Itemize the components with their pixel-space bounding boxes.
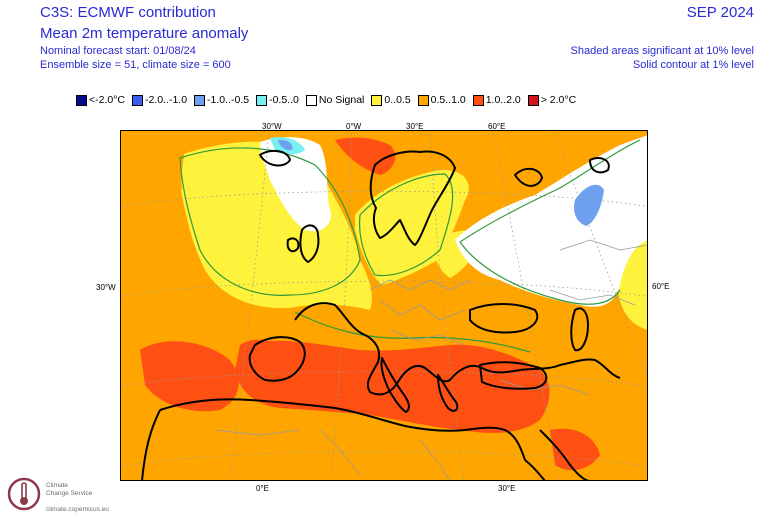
legend-swatch — [194, 94, 206, 106]
legend-swatch — [305, 94, 317, 106]
legend-label: -2.0..-1.0 — [145, 94, 188, 106]
coastlines — [141, 149, 621, 481]
logo-url: climate.copernicus.eu — [46, 506, 109, 513]
legend-item: No Signal — [305, 94, 365, 106]
legend-swatch — [527, 94, 539, 106]
legend-label: 1.0..2.0 — [485, 94, 521, 106]
title-line-1: C3S: ECMWF contribution — [40, 4, 216, 21]
legend-swatch — [132, 94, 144, 106]
thermometer-globe-icon — [7, 477, 41, 511]
legend-item: 1.0..2.0 — [472, 94, 521, 106]
grid-label-top-0w: 0°W — [346, 122, 362, 131]
legend-swatch — [371, 94, 383, 106]
grid-label-bottom-0e: 0°E — [256, 484, 269, 493]
shade-10-20-arabia — [550, 428, 600, 471]
legend-label: -0.5..0 — [269, 94, 299, 106]
title-line-2: Mean 2m temperature anomaly — [40, 25, 249, 42]
shade-neg10-05-greenland — [278, 139, 293, 151]
legend-label: No Signal — [318, 94, 365, 106]
logo-name-line-2: Change Service — [46, 490, 93, 497]
graticule — [120, 130, 648, 481]
shade-10-20-top — [335, 137, 396, 175]
color-legend: <-2.0°C -2.0..-1.0 -1.0..-0.5 -0.5..0 No… — [76, 93, 583, 107]
grid-label-left-30w: 30°W — [96, 283, 116, 292]
legend-label: 0.5..1.0 — [430, 94, 466, 106]
shade-no-signal-east — [455, 135, 648, 307]
copernicus-logo: Climate Change Service climate.copernicu… — [6, 474, 116, 518]
shade-0-05-north-europe — [355, 169, 469, 285]
grid-label-bottom-30e: 30°E — [498, 484, 516, 493]
shade-10-20-northafrica-west — [140, 341, 239, 412]
legend-label: 0..0.5 — [384, 94, 411, 106]
significance-contour-note: Solid contour at 1% level — [632, 59, 754, 71]
legend-swatch — [472, 94, 484, 106]
logo-name-line-1: Climate — [46, 482, 69, 489]
legend-label: -1.0..-0.5 — [207, 94, 250, 106]
legend-item: <-2.0°C — [76, 94, 125, 106]
ensemble-size: Ensemble size = 51, climate size = 600 — [40, 59, 231, 71]
shade-05-10-nw — [120, 130, 190, 190]
legend-item: -0.5..0 — [256, 94, 299, 106]
temperature-anomaly-map — [120, 130, 648, 481]
legend-item: -1.0..-0.5 — [194, 94, 249, 106]
shade-no-signal-atlantic — [260, 137, 331, 232]
grid-label-top-30e: 30°E — [406, 122, 424, 131]
shade-neg10-05-russia — [574, 184, 604, 226]
legend-swatch — [76, 94, 87, 106]
significance-contours — [179, 139, 641, 353]
legend-label: > 2.0°C — [540, 94, 577, 106]
legend-item: > 2.0°C — [527, 94, 577, 106]
map-frame — [120, 130, 648, 481]
grid-label-right-60e: 60°E — [652, 282, 670, 291]
legend-item: 0..0.5 — [371, 94, 411, 106]
legend-swatch — [256, 94, 268, 106]
forecast-start: Nominal forecast start: 01/08/24 — [40, 45, 196, 57]
legend-item: -2.0..-1.0 — [132, 94, 187, 106]
grid-label-top-60e: 60°E — [488, 122, 506, 131]
grid-label-top-30w: 30°W — [262, 122, 282, 131]
country-borders — [214, 239, 648, 481]
legend-swatch — [417, 94, 429, 106]
legend-label: <-2.0°C — [89, 94, 126, 106]
forecast-period: SEP 2024 — [686, 4, 754, 21]
significance-shaded-note: Shaded areas significant at 10% level — [570, 45, 754, 57]
legend-item: 0.5..1.0 — [417, 94, 466, 106]
